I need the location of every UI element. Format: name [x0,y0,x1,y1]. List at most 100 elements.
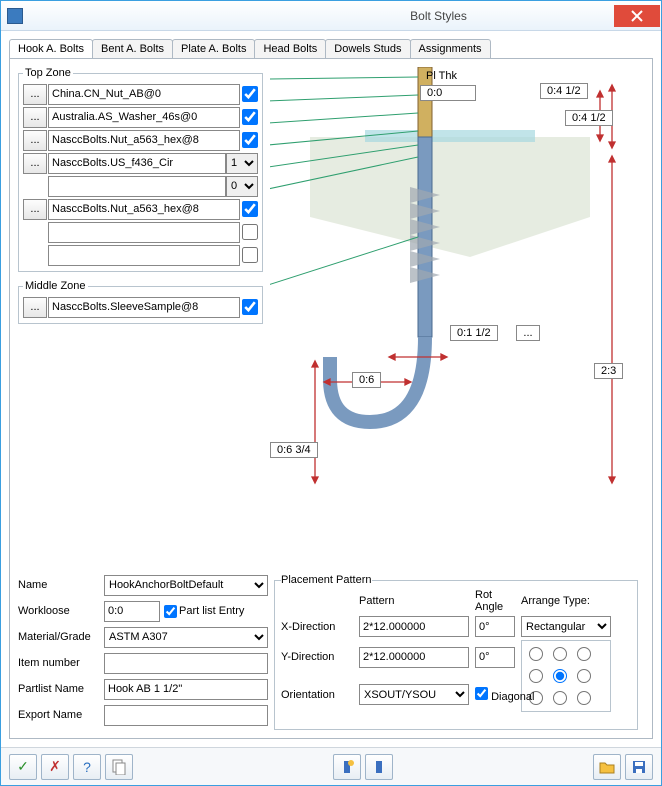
workloose-label: Workloose [18,605,104,617]
tab-head-bolts[interactable]: Head Bolts [254,39,326,58]
top-zone-row: ...0 [23,175,258,197]
top-zone-input[interactable] [48,245,240,266]
top-zone-checkbox[interactable] [242,224,258,240]
dim-6[interactable]: 0:6 3/4 [270,442,318,458]
placement-pattern: Placement Pattern Pattern Rot Angle Arra… [274,574,638,730]
top-zone-row: ... [23,198,258,220]
bolt-button[interactable] [365,754,393,780]
top-zone-input[interactable] [48,222,240,243]
bottom-toolbar: ✓ ✗ ? [1,747,661,785]
close-button[interactable] [614,5,660,27]
anchor-radio-4[interactable] [553,669,567,683]
browse-button[interactable]: ... [23,130,47,151]
browse-button[interactable]: ... [23,199,47,220]
top-zone-input[interactable] [48,107,240,128]
diagonal-checkbox[interactable] [475,687,488,700]
arrange-type-select[interactable]: Rectangular [521,616,611,637]
new-bolt-button[interactable] [333,754,361,780]
material-label: Material/Grade [18,631,104,643]
props-left: Name HookAnchorBoltDefault Workloose Par… [18,574,268,730]
top-zone-count-select[interactable]: 1 [226,153,258,174]
item-label: Item number [18,657,104,669]
top-zone-checkbox[interactable] [242,201,258,217]
middle-zone-input[interactable] [48,297,240,318]
browse-button[interactable]: ... [23,153,47,174]
dim-4[interactable]: 2:3 [594,363,623,379]
middle-zone: Middle Zone ... [18,280,263,324]
pl-thk-label: Pl Thk [420,69,463,83]
top-zone-input[interactable] [48,199,240,220]
open-button[interactable] [593,754,621,780]
copy-button[interactable] [105,754,133,780]
xdir-label: X-Direction [281,621,353,633]
anchor-radio-8[interactable] [577,691,591,705]
anchor-radio-3[interactable] [529,669,543,683]
dim-2[interactable]: 0:4 1/2 [565,110,613,126]
save-button[interactable] [625,754,653,780]
delete-button[interactable]: ✗ [41,754,69,780]
name-select[interactable]: HookAnchorBoltDefault [104,575,268,596]
bolt-diagram: Pl Thk 0:0 0:4 1/2 0:4 1/2 0:1 1/2 ... 2… [270,67,640,507]
top-zone-count-select[interactable]: 0 [226,176,258,197]
apply-button[interactable]: ✓ [9,754,37,780]
name-label: Name [18,579,104,591]
tab-assignments[interactable]: Assignments [410,39,491,58]
app-icon [7,8,23,24]
orient-select[interactable]: XSOUT/YSOU [359,684,469,705]
anchor-radio-1[interactable] [553,647,567,661]
workloose-input[interactable] [104,601,160,622]
anchor-radio-grid[interactable] [521,640,611,712]
pp-legend: Placement Pattern [281,574,372,586]
yrot-input[interactable] [475,647,515,668]
top-zone-row: ... [23,129,258,151]
top-zone-input[interactable] [48,84,240,105]
partlist-input[interactable] [104,679,268,700]
xdir-input[interactable] [359,616,469,637]
diagonal-label: Diagonal [491,691,534,703]
dim-ellipsis[interactable]: ... [516,325,540,341]
ydir-input[interactable] [359,647,469,668]
top-zone-legend: Top Zone [23,67,73,79]
anchor-radio-7[interactable] [553,691,567,705]
browse-button[interactable]: ... [23,297,47,318]
partlist-label: Partlist Name [18,683,104,695]
xrot-input[interactable] [475,616,515,637]
anchor-radio-5[interactable] [577,669,591,683]
anchor-radio-0[interactable] [529,647,543,661]
top-zone-row: ... 1 [23,152,258,174]
dim-1[interactable]: 0:4 1/2 [540,83,588,99]
item-input[interactable] [104,653,268,674]
top-zone-checkbox[interactable] [242,132,258,148]
titlebar: Bolt Styles [1,1,661,31]
middle-zone-legend: Middle Zone [23,280,88,292]
top-zone-row: ... [23,221,258,243]
top-zone-input[interactable] [48,153,226,174]
material-select[interactable]: ASTM A307 [104,627,268,648]
top-zone-input[interactable] [48,176,226,197]
pp-arrange-header: Arrange Type: [521,595,611,607]
top-zone-checkbox[interactable] [242,109,258,125]
help-button[interactable]: ? [73,754,101,780]
pp-rot-header: Rot Angle [475,589,515,613]
export-input[interactable] [104,705,268,726]
browse-button[interactable]: ... [23,107,47,128]
tab-strip: Hook A. BoltsBent A. BoltsPlate A. Bolts… [1,31,661,58]
partlist-entry-label: Part list Entry [179,605,244,617]
ydir-label: Y-Direction [281,651,353,663]
dim-5[interactable]: 0:6 [352,372,381,388]
middle-zone-checkbox[interactable] [242,299,258,315]
pl-thk-value[interactable]: 0:0 [420,85,476,101]
partlist-entry-checkbox[interactable] [164,605,177,618]
top-zone-row: ... [23,83,258,105]
top-zone-checkbox[interactable] [242,86,258,102]
anchor-radio-2[interactable] [577,647,591,661]
top-zone-row: ... [23,244,258,266]
tab-bent-a-bolts[interactable]: Bent A. Bolts [92,39,173,58]
browse-button[interactable]: ... [23,84,47,105]
tab-dowels-studs[interactable]: Dowels Studs [325,39,410,58]
top-zone-input[interactable] [48,130,240,151]
top-zone-checkbox[interactable] [242,247,258,263]
dim-3[interactable]: 0:1 1/2 [450,325,498,341]
tab-hook-a-bolts[interactable]: Hook A. Bolts [9,39,93,58]
tab-plate-a-bolts[interactable]: Plate A. Bolts [172,39,255,58]
